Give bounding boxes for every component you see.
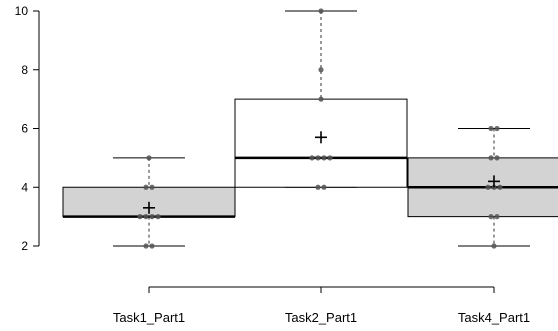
data-point bbox=[309, 155, 315, 161]
data-point bbox=[315, 184, 321, 190]
y-tick-label: 6 bbox=[21, 122, 28, 136]
data-point bbox=[494, 155, 500, 161]
y-axis: 2 4 6 8 10 bbox=[15, 4, 40, 253]
data-point bbox=[143, 184, 149, 190]
y-tick-label: 10 bbox=[15, 4, 29, 18]
data-point bbox=[321, 184, 327, 190]
data-point bbox=[155, 214, 161, 220]
data-point bbox=[315, 155, 321, 161]
box-group bbox=[407, 125, 558, 249]
data-point bbox=[491, 243, 497, 249]
boxes-layer bbox=[62, 8, 558, 249]
data-point bbox=[494, 125, 500, 132]
data-point bbox=[149, 243, 155, 249]
data-point bbox=[488, 214, 494, 220]
data-point bbox=[143, 214, 149, 220]
data-point bbox=[318, 8, 324, 14]
data-point bbox=[494, 214, 500, 220]
data-point bbox=[485, 184, 491, 190]
data-point bbox=[137, 214, 143, 220]
x-tick-label: Task4_Part1 bbox=[458, 310, 530, 325]
x-tick-label: Task1_Part1 bbox=[113, 310, 185, 325]
data-point bbox=[318, 96, 324, 102]
data-point bbox=[488, 125, 494, 132]
y-tick-label: 8 bbox=[21, 63, 28, 77]
y-tick-label: 2 bbox=[21, 239, 28, 253]
data-point bbox=[321, 155, 327, 161]
data-point bbox=[149, 184, 155, 190]
x-axis: Task1_Part1 Task2_Part1 Task4_Part1 bbox=[113, 286, 530, 325]
box-group bbox=[62, 155, 236, 249]
data-point bbox=[146, 155, 152, 161]
box-group bbox=[234, 8, 408, 190]
data-point bbox=[149, 214, 155, 220]
y-tick-label: 4 bbox=[21, 180, 28, 194]
data-point bbox=[497, 184, 503, 190]
data-point bbox=[488, 155, 494, 161]
data-point bbox=[327, 155, 333, 161]
x-tick-label: Task2_Part1 bbox=[285, 310, 357, 325]
data-point bbox=[318, 67, 324, 73]
data-point bbox=[143, 243, 149, 249]
